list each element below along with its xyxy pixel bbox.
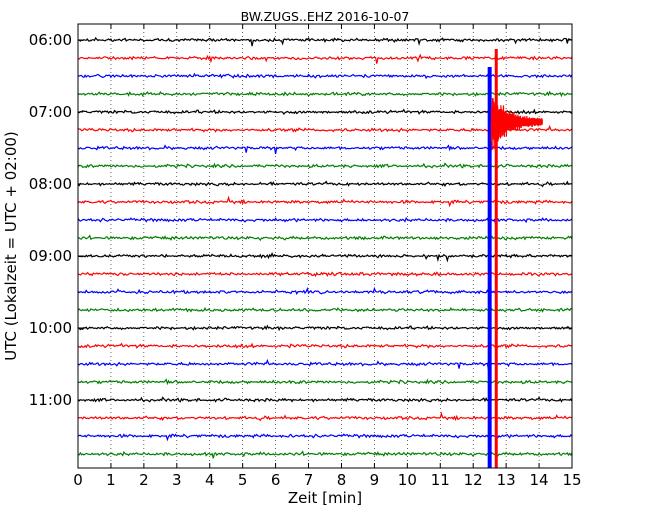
x-tick-label: 2 — [139, 471, 149, 489]
trace-line — [78, 36, 572, 47]
x-tick-label: 3 — [172, 471, 182, 489]
trace-line — [78, 180, 572, 188]
trace-line — [78, 450, 572, 459]
event-waveform — [490, 98, 543, 151]
grid — [78, 24, 572, 468]
x-tick-label: 6 — [271, 471, 281, 489]
trace-line — [78, 144, 572, 155]
x-tick-label: 9 — [370, 471, 380, 489]
trace-line — [78, 411, 572, 422]
trace-line — [78, 162, 572, 169]
x-tick-label: 13 — [497, 471, 516, 489]
trace-line — [78, 216, 572, 225]
x-tick-label: 15 — [562, 471, 581, 489]
trace-line — [78, 286, 572, 296]
y-tick-label: 10:00 — [29, 319, 72, 337]
x-tick-label: 5 — [238, 471, 248, 489]
x-tick-label: 4 — [205, 471, 215, 489]
y-axis-label: UTC (Lokalzeit = UTC + 02:00) — [2, 131, 20, 361]
trace-line — [78, 358, 572, 371]
trace-line — [78, 53, 572, 64]
trace-line — [78, 378, 572, 386]
trace-line — [78, 195, 572, 208]
x-tick-label: 14 — [530, 471, 549, 489]
trace-line — [78, 396, 572, 403]
x-tick-label: 8 — [337, 471, 347, 489]
trace-line — [78, 90, 572, 98]
trace-layer — [78, 36, 572, 459]
trace-line — [78, 251, 572, 263]
tick-layer: 0 1 2 3 4 5 6 7 8 9 10 11 12 13 14 1506:0007:0008:0009:… — [29, 24, 582, 489]
chart-title: BW.ZUGS..EHZ 2016-10-07 — [241, 9, 410, 24]
x-axis-label: Zeit [min] — [288, 489, 362, 507]
trace-line — [78, 234, 572, 242]
trace-line — [78, 342, 572, 349]
y-tick-label: 08:00 — [29, 175, 72, 193]
y-tick-label: 11:00 — [29, 391, 72, 409]
x-tick-label: 12 — [464, 471, 483, 489]
x-tick-label: 7 — [304, 471, 314, 489]
plot-frame — [77, 23, 573, 469]
trace-line — [78, 433, 572, 442]
y-tick-label: 06:00 — [29, 31, 72, 49]
x-tick-label: 1 — [106, 471, 116, 489]
trace-line — [78, 324, 572, 332]
y-tick-label: 09:00 — [29, 247, 72, 265]
trace-line — [78, 271, 572, 278]
x-tick-label: 0 — [73, 471, 83, 489]
event-layer — [487, 49, 543, 468]
y-tick-label: 07:00 — [29, 103, 72, 121]
trace-line — [78, 72, 572, 80]
x-tick-label: 11 — [431, 471, 450, 489]
x-tick-label: 10 — [398, 471, 417, 489]
trace-line — [78, 307, 572, 313]
